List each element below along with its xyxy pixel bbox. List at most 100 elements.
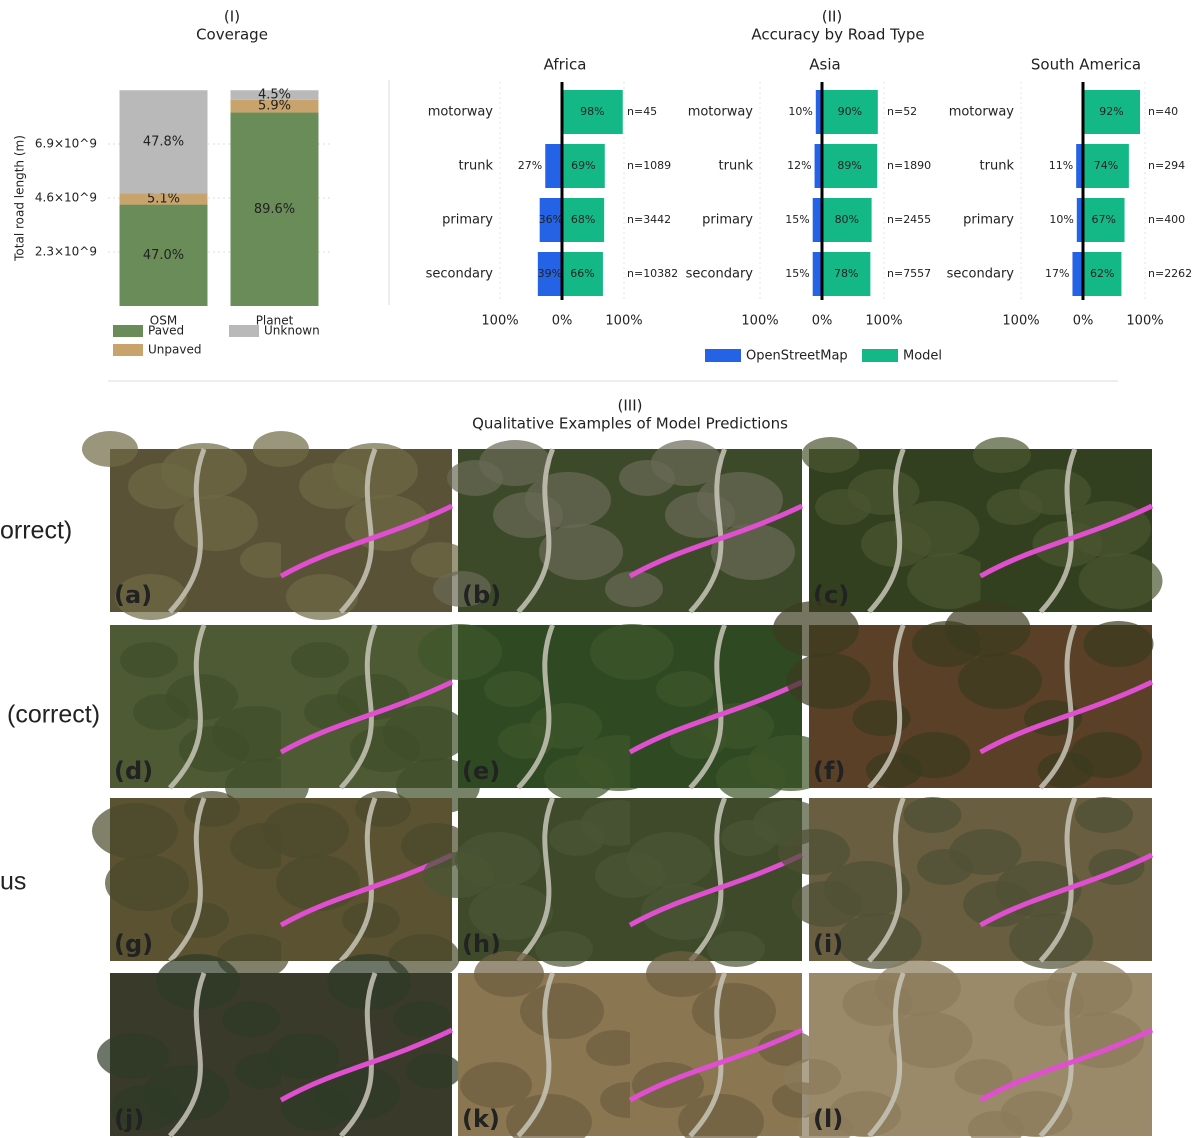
road: [867, 448, 906, 614]
terrain: [758, 1030, 816, 1066]
terrain: [484, 671, 542, 707]
terrain: [1070, 732, 1142, 778]
category-label: trunk: [459, 159, 494, 174]
road: [339, 972, 378, 1138]
terrain: [161, 443, 247, 499]
terrain: [314, 1065, 400, 1121]
terrain: [627, 832, 713, 888]
terrain: [837, 913, 922, 969]
terrain: [383, 706, 469, 762]
category-label: primary: [963, 213, 1014, 228]
terrain: [433, 571, 491, 607]
bar: [814, 144, 822, 188]
terrain: [875, 960, 961, 1016]
terrain: [455, 832, 541, 888]
x-tick-label: 100%: [605, 314, 642, 329]
terrain: [786, 653, 871, 709]
n-label: n=2262: [1148, 267, 1192, 280]
section-label: (II): [822, 8, 843, 26]
predicted-road: [628, 679, 804, 755]
category-label: trunk: [980, 159, 1015, 174]
bar: [1083, 144, 1129, 188]
panel-label: (a): [114, 581, 152, 609]
value-label: 62%: [1090, 267, 1114, 280]
panel-label: (e): [462, 757, 500, 785]
predicted-road: [979, 503, 1154, 579]
value-label: 80%: [835, 213, 859, 226]
row-label: (correct): [7, 701, 100, 729]
terrain: [212, 706, 298, 762]
image-panel: (a): [82, 431, 469, 620]
share-label: 89.6%: [254, 202, 295, 217]
bar-segment: [119, 193, 208, 205]
panel-label: (b): [462, 581, 501, 609]
category-label: primary: [442, 213, 493, 228]
terrain: [253, 431, 309, 467]
road: [516, 448, 555, 614]
terrain: [92, 803, 178, 859]
bar: [539, 198, 562, 242]
road: [1038, 624, 1078, 790]
bar: [537, 252, 562, 296]
panel-label: (l): [813, 1105, 843, 1133]
n-label: n=1890: [887, 159, 931, 172]
terrain: [276, 855, 360, 911]
image-panel: (e): [418, 624, 834, 801]
terrain: [406, 1053, 462, 1089]
category-label: motorway: [949, 105, 1015, 120]
bar: [1083, 252, 1122, 296]
share-label: 5.1%: [147, 192, 180, 207]
terrain: [171, 902, 229, 938]
road: [516, 972, 555, 1138]
value-label: 10%: [788, 105, 812, 118]
section-title: Coverage: [196, 26, 268, 44]
terrain: [907, 553, 991, 609]
n-label: n=45: [627, 105, 657, 118]
legend-swatch: [113, 325, 143, 337]
bar-segment: [119, 90, 208, 194]
road: [168, 624, 207, 790]
value-label: 10%: [1049, 213, 1073, 226]
predicted-road: [628, 503, 804, 579]
terrain: [411, 542, 469, 578]
terrain: [332, 443, 418, 499]
n-label: n=10382: [627, 267, 678, 280]
category-label: secondary: [426, 267, 494, 282]
x-tick-label: 0%: [552, 314, 573, 329]
x-tick-label: 0%: [812, 314, 833, 329]
terrain: [707, 931, 765, 967]
terrain: [646, 951, 716, 997]
terrain: [535, 931, 593, 967]
value-label: 36%: [539, 213, 563, 226]
terrain: [656, 671, 714, 707]
road: [168, 448, 207, 614]
value-label: 12%: [787, 159, 811, 172]
value-label: 27%: [518, 159, 542, 172]
predicted-road: [279, 679, 454, 755]
value-label: 15%: [785, 213, 809, 226]
road: [688, 972, 727, 1138]
bar: [562, 90, 623, 134]
section-label: (III): [618, 397, 643, 415]
legend-label: Model: [903, 349, 942, 364]
panel-label: (k): [462, 1105, 500, 1133]
y-axis-label: Total road length (m): [13, 135, 27, 262]
terrain: [1078, 553, 1163, 609]
terrain: [1065, 501, 1151, 557]
predicted-road: [979, 852, 1154, 928]
road: [688, 797, 727, 963]
road: [1038, 972, 1078, 1138]
road: [168, 797, 207, 963]
bar-segment: [230, 112, 319, 307]
n-label: n=3442: [627, 213, 671, 226]
terrain: [898, 732, 971, 778]
road: [867, 797, 906, 963]
bar: [1072, 252, 1083, 296]
bar: [822, 252, 871, 296]
n-label: n=40: [1148, 105, 1178, 118]
bar-segment: [230, 90, 319, 100]
terrain: [995, 861, 1082, 917]
terrain: [711, 524, 795, 580]
value-label: 66%: [570, 267, 594, 280]
